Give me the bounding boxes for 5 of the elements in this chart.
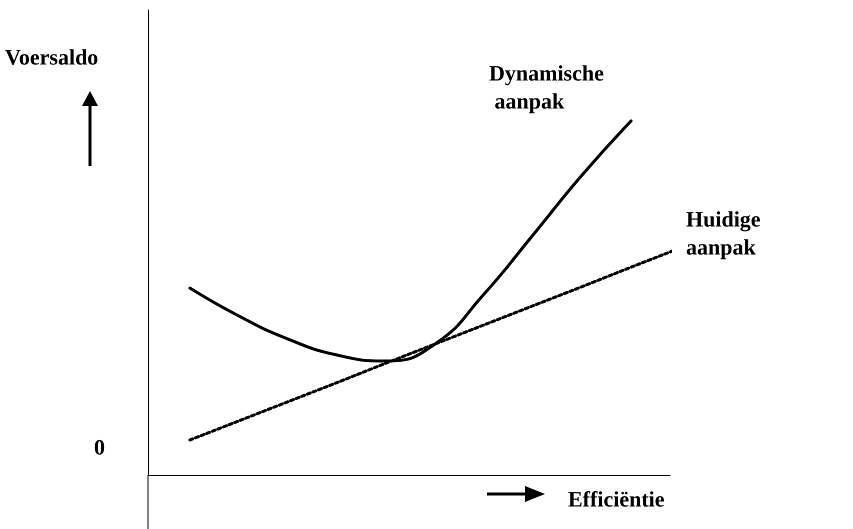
text: 0 [94, 434, 105, 460]
x-axis-title: Efficiëntie [568, 486, 665, 512]
series-label: Huidige aanpak [686, 206, 766, 260]
y-axis-title: Voersaldo [5, 44, 98, 70]
series-label: Dynamische aanpak [489, 60, 604, 114]
